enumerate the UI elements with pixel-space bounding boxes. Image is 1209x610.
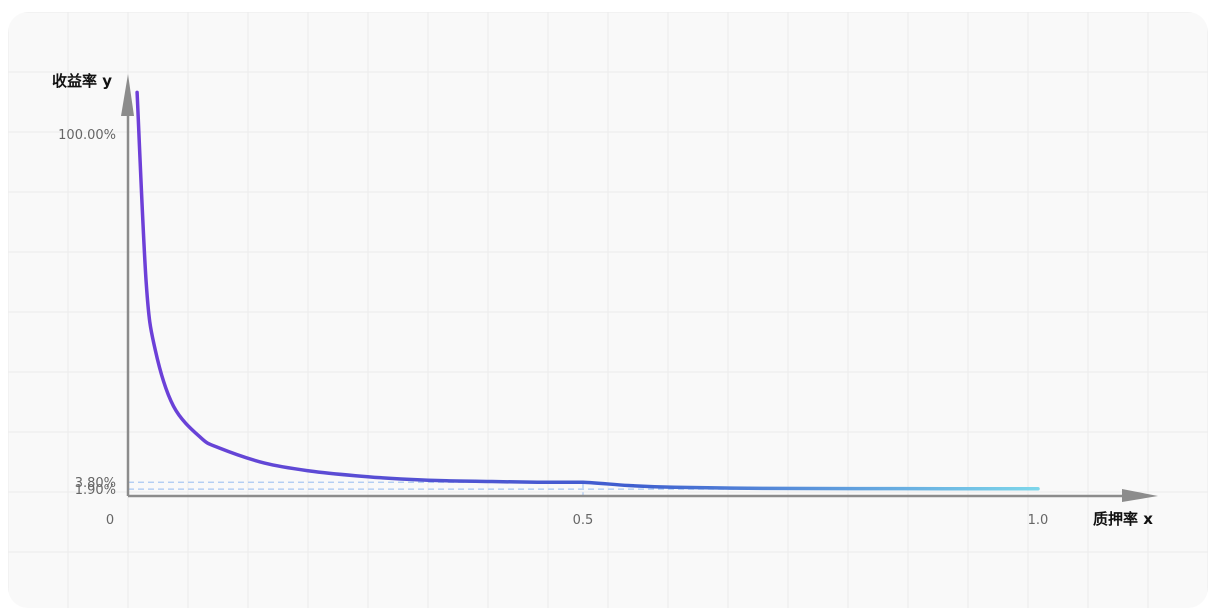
y-axis-title: 收益率 y <box>52 72 112 90</box>
y-tick-label: 100.00% <box>58 128 116 143</box>
series-line <box>135 90 1040 491</box>
y-tick-label: 3.80% <box>75 476 116 491</box>
y-axis-arrow-icon <box>121 74 134 116</box>
axes <box>121 74 1158 502</box>
reference-lines <box>128 481 1038 496</box>
chart-card: 收益率 y 质押率 x 0 0.5 1.0 100.00% 3.80% 1.90% <box>8 12 1208 608</box>
x-tick-label: 1.0 <box>1028 513 1049 528</box>
y-tick-label: 1.90% <box>75 483 116 498</box>
x-tick-label: 0.5 <box>573 513 594 528</box>
x-tick-label: 0 <box>106 513 114 528</box>
tick-labels: 0 0.5 1.0 100.00% 3.80%1.90% <box>58 128 1048 528</box>
x-axis-title: 质押率 x <box>1093 510 1153 528</box>
yield-chart: 收益率 y 质押率 x 0 0.5 1.0 100.00% 3.80%1.90% <box>8 12 1208 608</box>
grid <box>8 12 1208 608</box>
x-axis-arrow-icon <box>1122 489 1158 502</box>
